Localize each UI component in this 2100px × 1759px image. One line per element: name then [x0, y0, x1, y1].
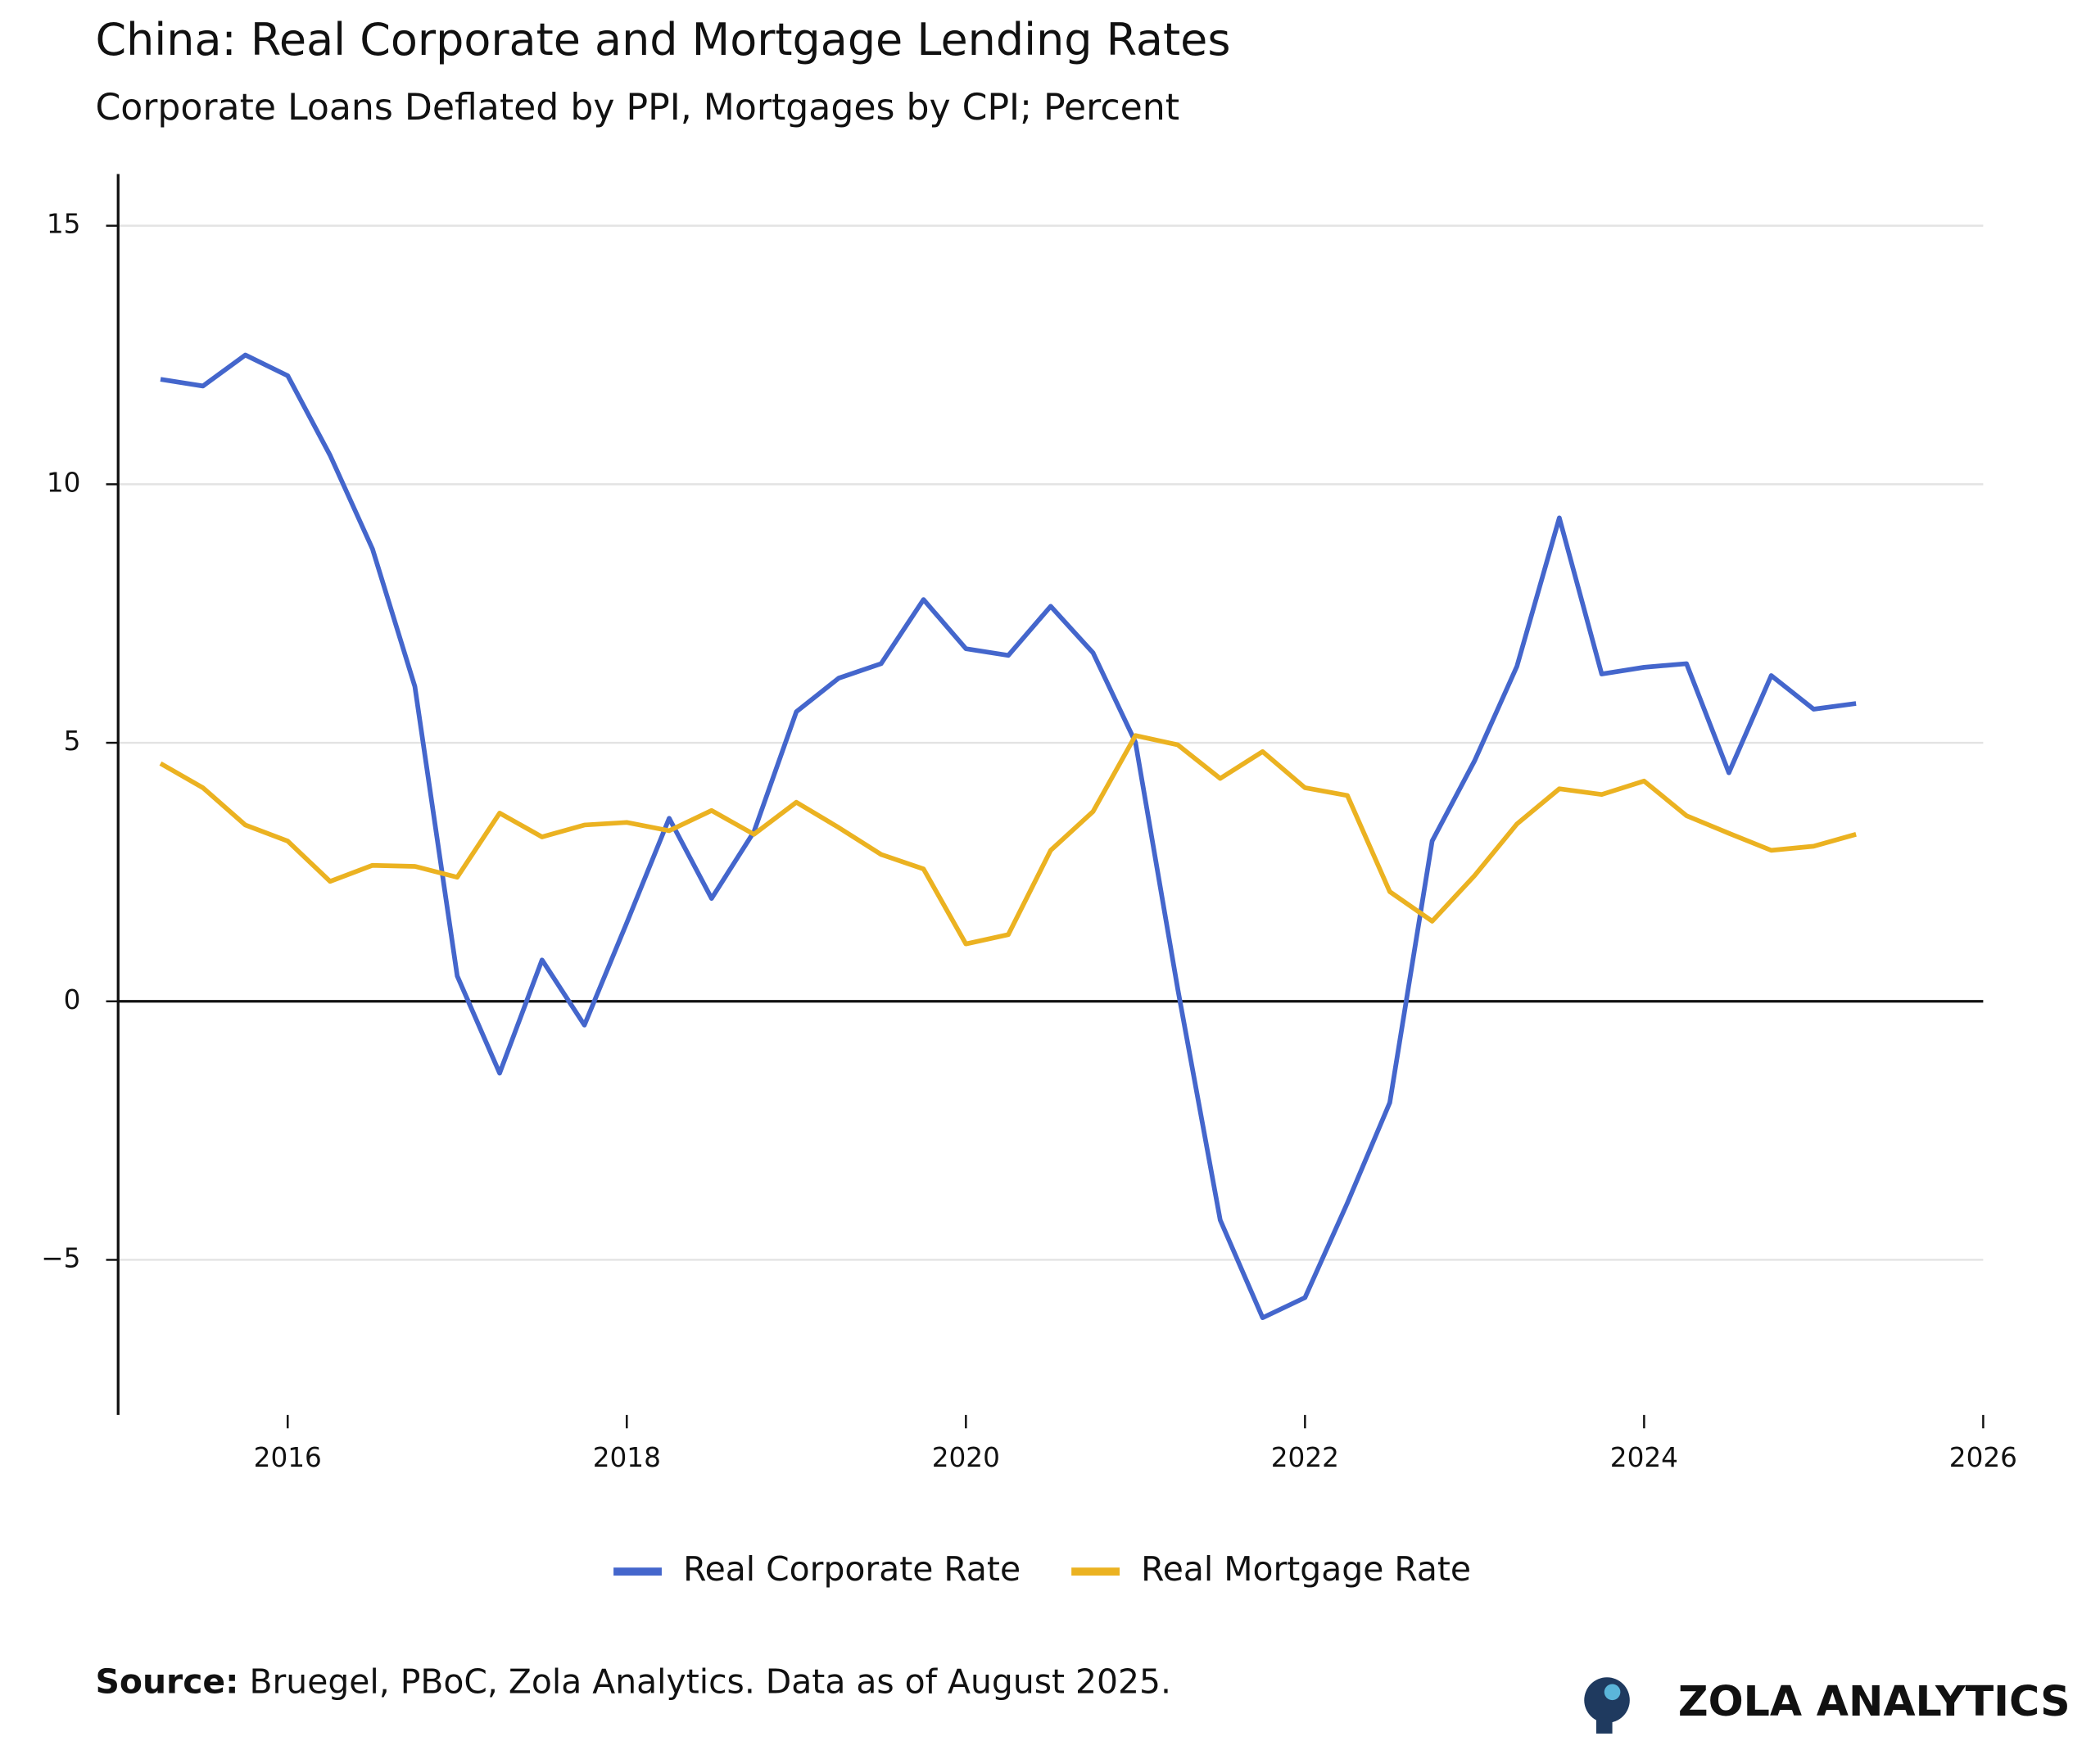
source-label: Source:: [95, 1662, 238, 1701]
series-line: [159, 733, 1857, 947]
y-tick-label: 10: [47, 467, 81, 498]
y-tick-label: 15: [47, 209, 81, 240]
series-line: [160, 352, 1857, 1321]
chart-subtitle: Corporate Loans Deflated by PPI, Mortgag…: [95, 87, 1179, 129]
x-tick-label: 2026: [1949, 1442, 2017, 1473]
x-tick-label: 2022: [1271, 1442, 1339, 1473]
y-tick-label: 5: [64, 726, 81, 757]
chart-title: China: Real Corporate and Mortgage Lendi…: [95, 14, 1230, 66]
source: Source: Bruegel, PBoC, Zola Analytics. D…: [95, 1662, 1171, 1701]
legend-label: Real Mortgage Rate: [1141, 1549, 1471, 1589]
x-tick-label: 2016: [254, 1442, 322, 1473]
x-tick-label: 2020: [932, 1442, 1000, 1473]
x-tick-label: 2024: [1610, 1442, 1678, 1473]
x-tick-label: 2018: [593, 1442, 661, 1473]
brand: ZOLA ANALYTICS: [1678, 1677, 2071, 1725]
brand-logo: [1584, 1677, 1630, 1734]
y-tick-label: 0: [64, 984, 81, 1015]
source-text: Bruegel, PBoC, Zola Analytics. Data as o…: [249, 1662, 1171, 1701]
legend-label: Real Corporate Rate: [683, 1549, 1021, 1589]
y-tick-label: −5: [41, 1242, 80, 1273]
